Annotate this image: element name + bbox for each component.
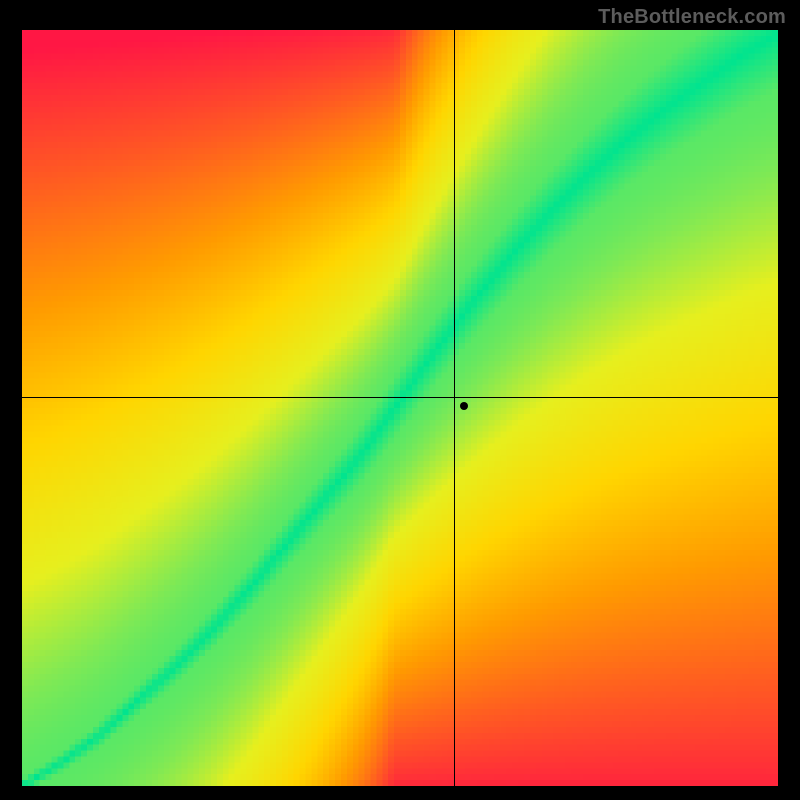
- plot-frame: [22, 30, 778, 786]
- heatmap-canvas-wrap: [22, 30, 778, 786]
- watermark-text: TheBottleneck.com: [598, 6, 786, 29]
- heatmap-canvas: [22, 30, 778, 786]
